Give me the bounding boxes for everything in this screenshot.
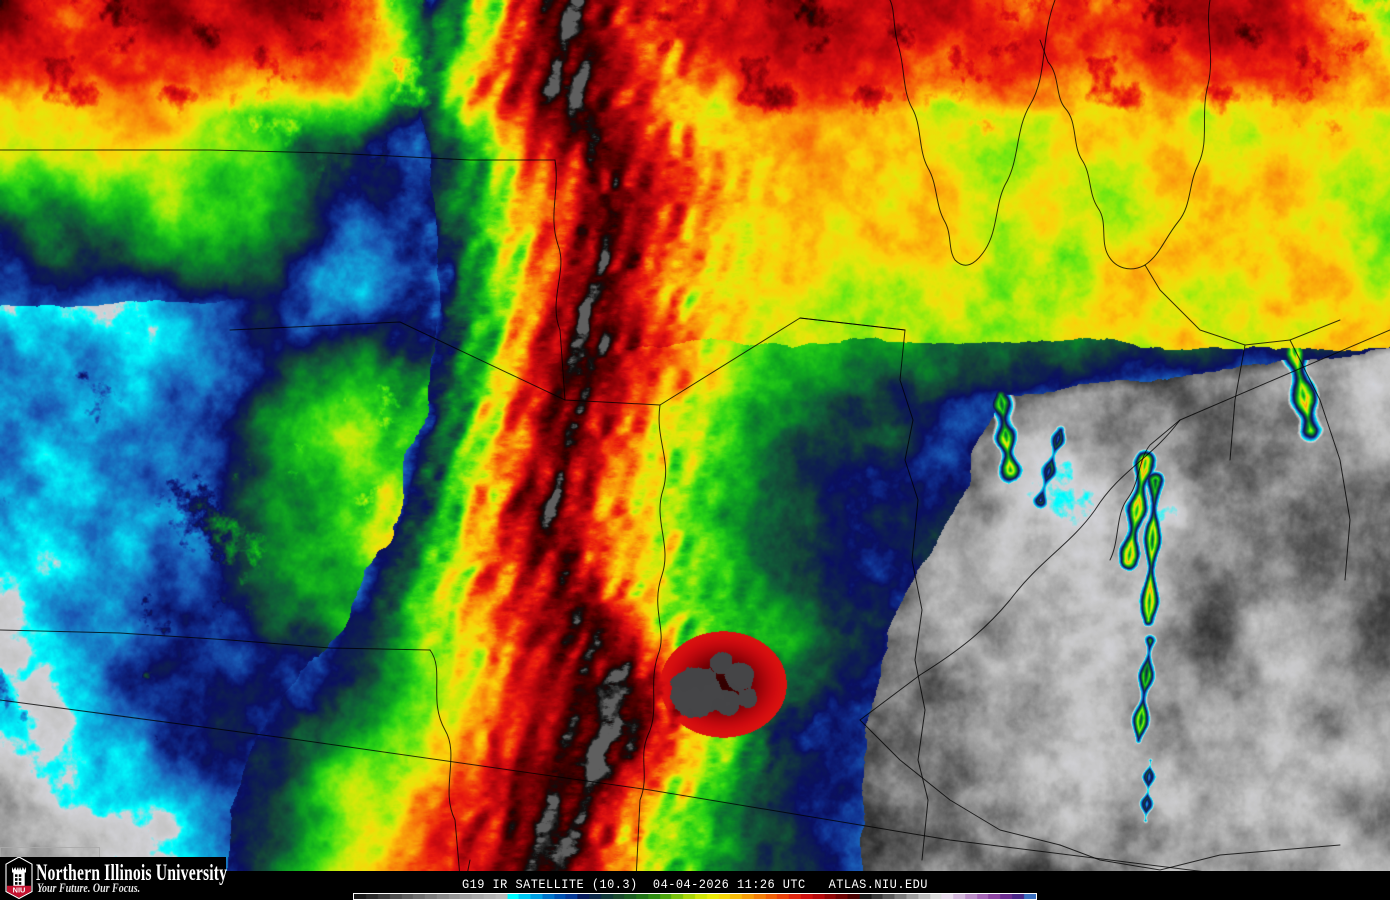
svg-text:NIU: NIU: [13, 885, 26, 894]
